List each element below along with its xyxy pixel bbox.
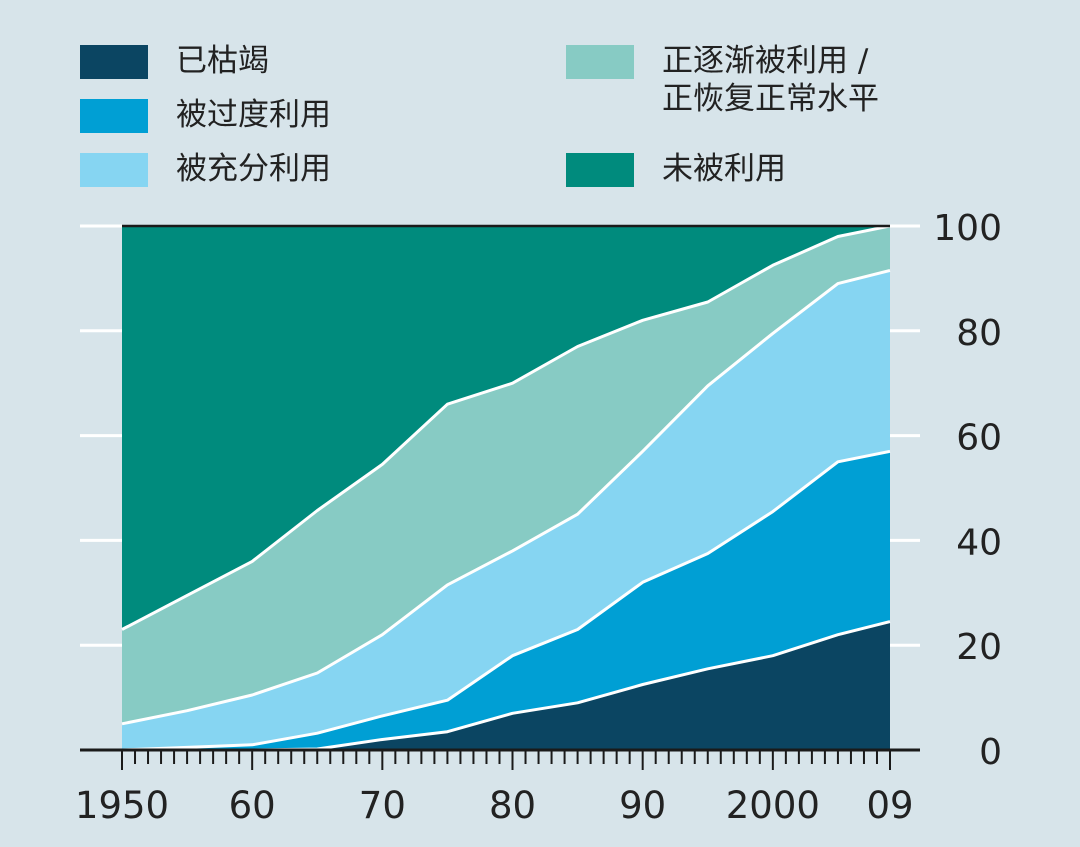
x-tick-label: 70 (359, 784, 406, 827)
x-tick-label: 80 (489, 784, 536, 827)
legend-swatch (566, 153, 634, 187)
legend-label: 被充分利用 (176, 151, 331, 187)
legend-label: 被过度利用 (176, 97, 331, 133)
series-boundary-line (121, 224, 891, 631)
y-tick-label: 100 (933, 208, 1002, 249)
x-tick-label: 2000 (726, 784, 820, 827)
legend-label: 正逐渐被利用 / 正恢复正常水平 (662, 43, 879, 117)
area-series-3 (122, 226, 890, 724)
x-tick-label: 1950 (75, 784, 169, 827)
legend-swatch (80, 45, 148, 79)
series-boundary-line (121, 269, 891, 726)
legend-item-overexploited: 被过度利用 (80, 97, 331, 134)
legend-swatch (566, 45, 634, 79)
area-series-0 (122, 621, 890, 750)
legend-swatch (80, 153, 148, 187)
legend-item-fully-exploited: 被充分利用 (80, 151, 331, 188)
legend-label: 未被利用 (662, 151, 786, 187)
area-series-4 (122, 226, 890, 630)
legend-item-developing-recovering: 正逐渐被利用 / 正恢复正常水平 (566, 43, 879, 118)
x-tick-label: 90 (619, 784, 666, 827)
series-boundary-line (121, 449, 891, 752)
y-tick-label: 20 (956, 627, 1002, 668)
x-tick-label: 60 (229, 784, 276, 827)
legend-item-depleted: 已枯竭 (80, 43, 269, 80)
legend-label: 已枯竭 (176, 43, 269, 79)
y-tick-label: 80 (956, 313, 1002, 354)
area-series-2 (122, 270, 890, 750)
legend-swatch (80, 99, 148, 133)
x-tick-label: 09 (866, 784, 913, 827)
legend-item-undeveloped: 未被利用 (566, 151, 786, 188)
y-tick-label: 40 (956, 522, 1002, 563)
y-tick-label: 0 (979, 732, 1002, 773)
y-tick-label: 60 (956, 418, 1002, 459)
